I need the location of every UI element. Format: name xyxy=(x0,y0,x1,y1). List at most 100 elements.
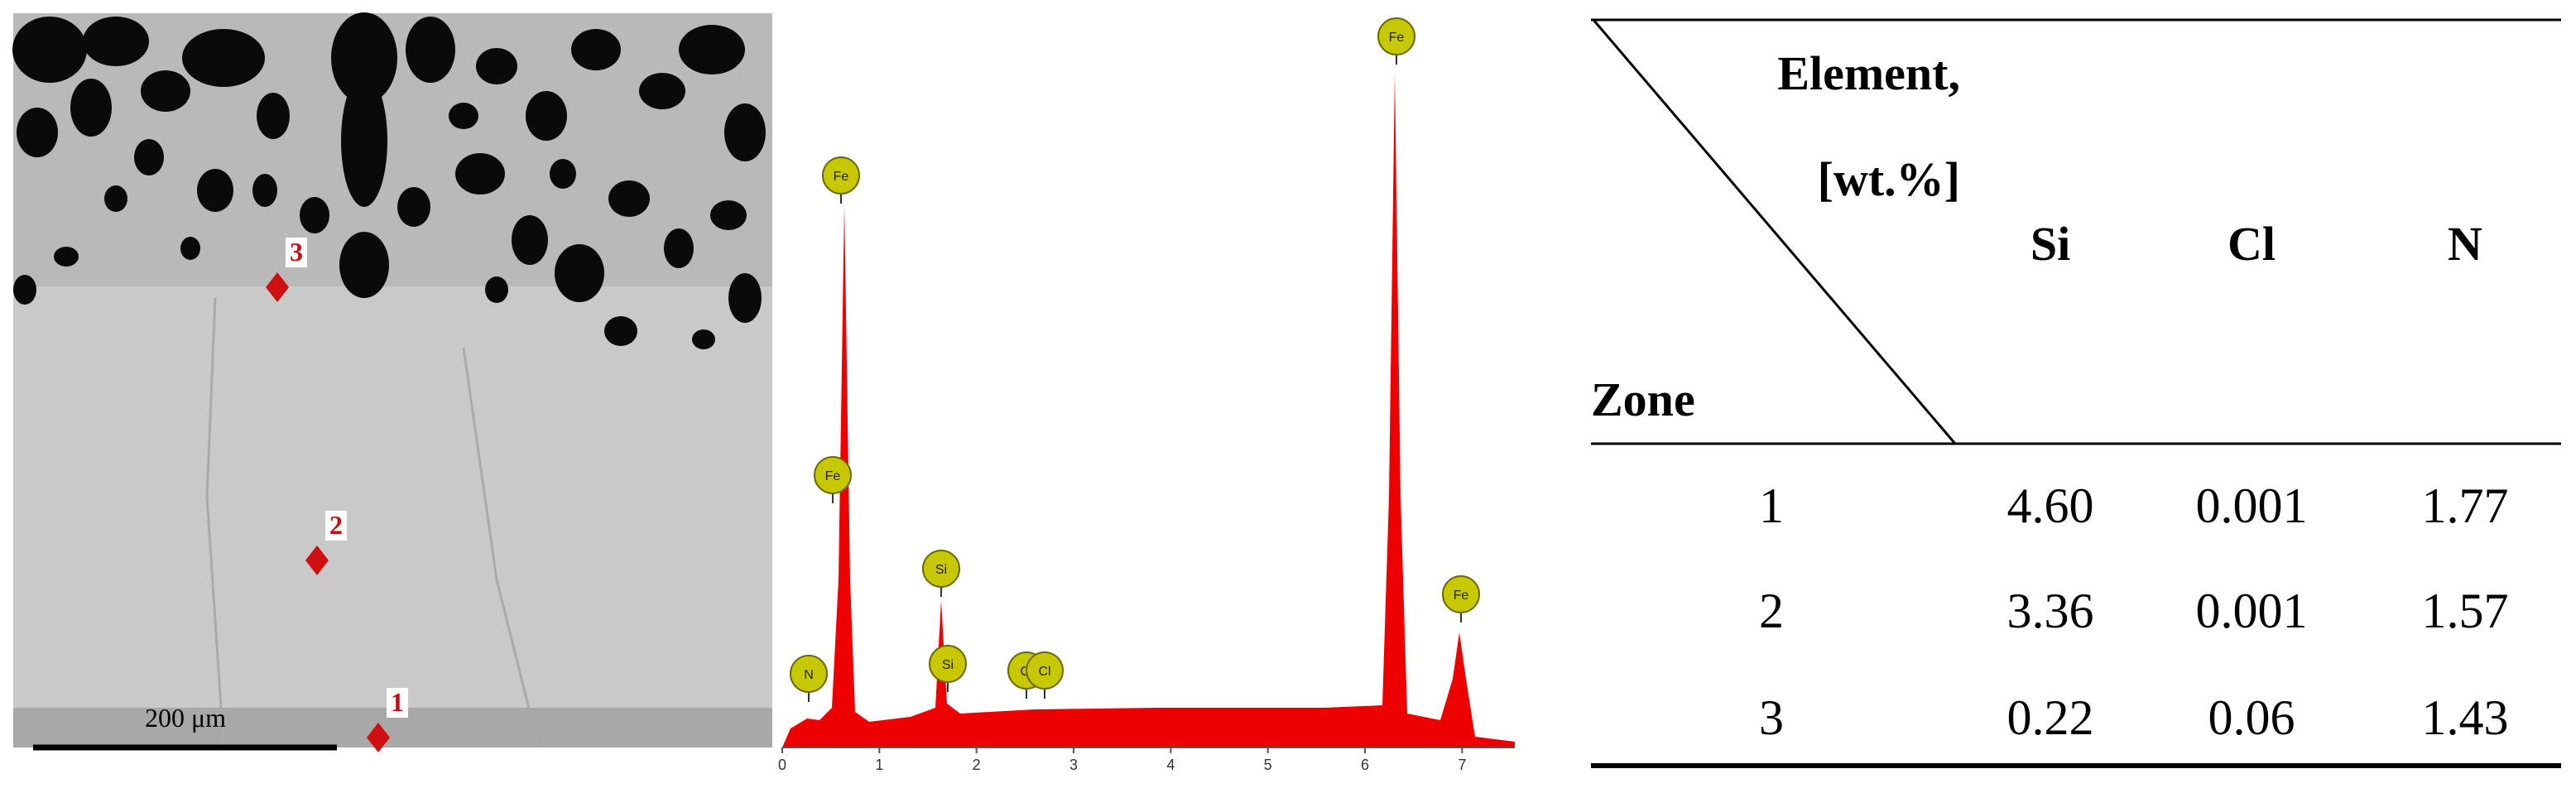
zone-cell: 1 xyxy=(1759,478,1784,533)
pore xyxy=(485,276,508,303)
marker-label-box xyxy=(325,511,347,541)
pore xyxy=(512,215,548,265)
x-tick-label: 4 xyxy=(1166,757,1175,773)
micrograph xyxy=(13,13,772,747)
pore xyxy=(455,153,505,195)
x-tick-label: 0 xyxy=(778,757,786,773)
peak-label: Fe xyxy=(825,469,841,483)
pore xyxy=(341,74,387,207)
pore xyxy=(571,29,621,70)
marker-label-box xyxy=(387,688,408,718)
pore xyxy=(300,197,329,233)
peak-label: Si xyxy=(935,563,947,577)
pore xyxy=(555,244,604,302)
value-cell: 1.77 xyxy=(2422,478,2509,533)
pore xyxy=(182,29,265,87)
pore xyxy=(724,103,766,161)
x-tick-label: 1 xyxy=(875,757,883,773)
pore xyxy=(608,180,650,217)
peak-bubble xyxy=(814,456,852,494)
pore xyxy=(54,247,79,267)
x-tick-label: 3 xyxy=(1069,757,1078,773)
value-cell: 0.001 xyxy=(2196,584,2308,638)
marker xyxy=(367,723,390,752)
pore xyxy=(664,228,694,268)
marker-label-box xyxy=(286,238,307,267)
value-cell: 1.43 xyxy=(2422,690,2509,745)
peak-label: Si xyxy=(942,658,954,672)
spectrum-curve xyxy=(782,74,1515,747)
peak-bubble xyxy=(922,550,960,588)
marker-label: 1 xyxy=(391,687,404,717)
column-header: N xyxy=(2448,217,2482,271)
pore xyxy=(679,25,745,74)
peak-label: Fe xyxy=(1389,31,1405,45)
column-header: Cl xyxy=(2228,217,2276,271)
value-cell: 4.60 xyxy=(2007,478,2094,533)
x-tick-label: 6 xyxy=(1361,757,1369,773)
zone-cell: 3 xyxy=(1759,690,1784,745)
diagonal xyxy=(1592,19,1957,445)
pore xyxy=(476,48,517,84)
pores xyxy=(12,12,766,349)
x-tick-label: 2 xyxy=(973,757,981,773)
pore xyxy=(104,185,127,212)
pore xyxy=(331,12,397,103)
pore xyxy=(70,79,112,137)
peak-bubble xyxy=(929,645,967,683)
pore xyxy=(141,70,190,112)
zone-cell: 2 xyxy=(1759,584,1784,638)
value-cell: 1.57 xyxy=(2422,584,2509,638)
pore xyxy=(12,17,87,83)
pore xyxy=(197,169,233,212)
peak-bubble xyxy=(1442,575,1480,613)
pore xyxy=(449,103,478,129)
pore xyxy=(692,329,715,349)
peak-bubble xyxy=(822,156,860,195)
x-tick-label: 5 xyxy=(1264,757,1272,773)
pore xyxy=(17,108,58,157)
marker xyxy=(305,545,329,575)
pore xyxy=(180,237,200,260)
pore xyxy=(83,17,149,66)
pore xyxy=(257,93,290,139)
peak-bubble xyxy=(1026,651,1064,690)
scale-bar-label: 200 μm xyxy=(145,703,226,733)
value-cell: 0.001 xyxy=(2196,478,2308,533)
header-unit: [wt.%] xyxy=(1818,152,1960,206)
peak-label: Cl xyxy=(1038,665,1050,679)
column-header: Si xyxy=(2031,217,2070,271)
markers: 1 2 3 xyxy=(266,237,408,752)
marker-label: 2 xyxy=(329,510,343,540)
header-element: Element, xyxy=(1777,46,1960,100)
grain-boundary xyxy=(205,297,540,746)
pore xyxy=(397,187,430,227)
peak-label: N xyxy=(804,668,814,682)
pore xyxy=(550,159,576,189)
peak-bubble xyxy=(790,655,828,693)
value-cell: 0.06 xyxy=(2208,690,2295,745)
table: Element, [wt.%] Zone Si Cl N 1 4.60 0.001 1.77… xyxy=(1591,18,2561,768)
pore xyxy=(639,73,685,109)
pore xyxy=(526,91,567,141)
value-cell: 3.36 xyxy=(2007,584,2094,638)
pore xyxy=(13,275,36,305)
header-zone: Zone xyxy=(1591,372,1695,426)
spectrum: 01234567NFeFeSiSiClClFeFe xyxy=(778,17,1515,773)
pore xyxy=(728,273,762,323)
pore xyxy=(710,200,747,230)
marker xyxy=(266,272,289,302)
peak-label: Fe xyxy=(1454,589,1469,603)
pore xyxy=(252,174,277,207)
marker-label: 3 xyxy=(290,237,303,267)
peak-label: Fe xyxy=(834,170,849,184)
pore xyxy=(339,232,389,298)
peak-bubble xyxy=(1377,17,1415,55)
pore xyxy=(604,316,637,346)
pore xyxy=(406,17,455,83)
x-tick-label: 7 xyxy=(1458,757,1466,773)
pore xyxy=(134,139,164,175)
value-cell: 0.22 xyxy=(2007,690,2094,745)
